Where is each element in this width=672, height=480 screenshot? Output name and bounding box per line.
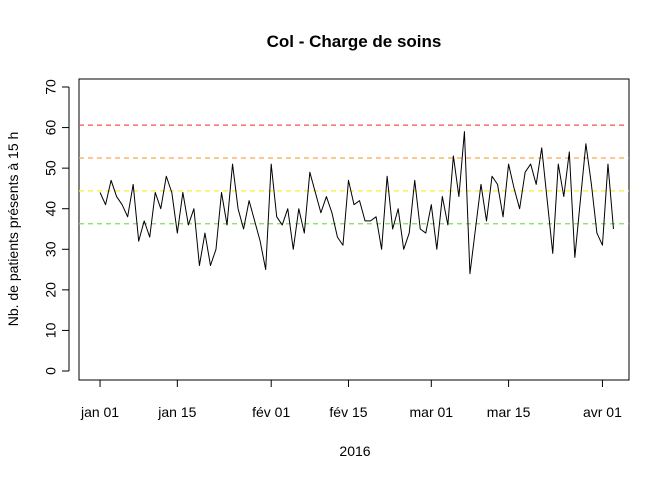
x-tick-label: mar 15 bbox=[487, 404, 531, 420]
y-tick-label: 70 bbox=[43, 79, 59, 95]
y-tick-label: 20 bbox=[43, 282, 59, 298]
y-tick-label: 50 bbox=[43, 160, 59, 176]
y-tick-label: 0 bbox=[43, 367, 59, 375]
series-group bbox=[99, 131, 614, 275]
y-tick-label: 10 bbox=[43, 322, 59, 338]
y-axis-label: Nb. de patients présents à 15 h bbox=[5, 132, 21, 327]
plot-frame bbox=[78, 78, 630, 381]
x-axis: jan 01 jan 15 fév 01 fév 15 mar 01 mar 15 avr … bbox=[80, 379, 622, 420]
x-tick-label: fév 01 bbox=[252, 404, 290, 420]
y-axis: 0 10 20 30 40 50 60 70 bbox=[43, 79, 70, 375]
x-tick-label: avr 01 bbox=[583, 404, 622, 420]
x-tick-label: fév 15 bbox=[329, 404, 367, 420]
x-axis-label: 2016 bbox=[339, 443, 370, 459]
x-tick-label: mar 01 bbox=[410, 404, 454, 420]
y-tick-label: 30 bbox=[43, 241, 59, 257]
y-tick-label: 40 bbox=[43, 201, 59, 217]
reference-lines bbox=[79, 124, 629, 225]
series-line-1 bbox=[99, 131, 614, 275]
y-tick-label: 60 bbox=[43, 120, 59, 136]
chart-title: Col - Charge de soins bbox=[267, 32, 442, 51]
x-tick-label: jan 15 bbox=[157, 404, 196, 420]
x-tick-label: jan 01 bbox=[80, 404, 119, 420]
